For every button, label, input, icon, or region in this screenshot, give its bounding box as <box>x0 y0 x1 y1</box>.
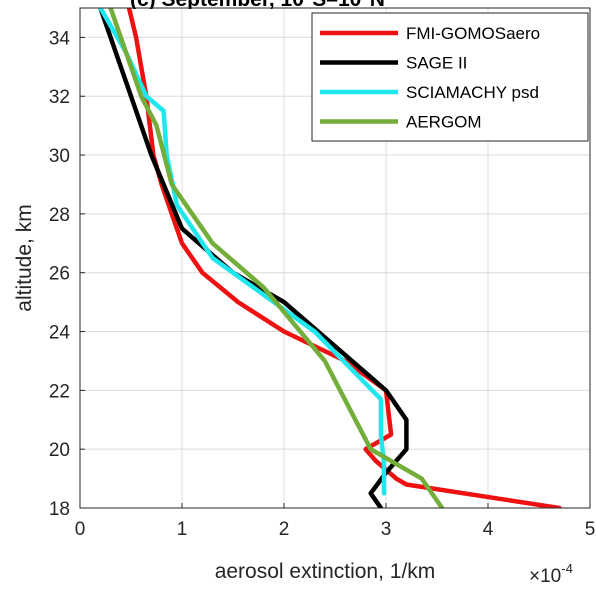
series-line-sage-ii <box>98 8 409 508</box>
x-tick-label: 3 <box>381 519 392 540</box>
y-tick-label: 22 <box>49 381 70 402</box>
plot-frame <box>79 7 591 509</box>
x-tick-label: 5 <box>585 519 596 540</box>
y-tick-label: 32 <box>49 87 70 108</box>
multiplier-exponent: -4 <box>561 561 573 576</box>
legend: FMI-GOMOSaero SAGE II SCIAMACHY psd AERGOM <box>311 12 589 142</box>
chart-title: (c) September, 10°S–10°N <box>130 0 385 11</box>
series-line-aergom <box>108 8 445 508</box>
x-tick-label: 4 <box>483 519 494 540</box>
x-tick-label: 1 <box>177 519 188 540</box>
x-tick-label: 0 <box>75 519 86 540</box>
legend-label: SAGE II <box>406 54 467 73</box>
y-tick-label: 26 <box>49 264 70 285</box>
legend-label: AERGOM <box>406 113 482 132</box>
y-tick-label: 28 <box>49 205 70 226</box>
series-line-sciamachy-psd <box>98 8 387 496</box>
multiplier-base: ×10 <box>529 566 561 587</box>
y-tick-label: 20 <box>49 440 70 461</box>
y-tick-label: 18 <box>49 499 70 520</box>
x-axis-label: aerosol extinction, 1/km <box>215 560 436 583</box>
x-axis-multiplier: ×10-4 <box>529 561 573 587</box>
legend-label: FMI-GOMOSaero <box>406 24 540 43</box>
series-lines <box>98 8 562 508</box>
y-tick-label: 34 <box>49 28 71 49</box>
y-tick-label: 30 <box>49 146 70 167</box>
y-tick-label: 24 <box>49 323 71 344</box>
legend-label: SCIAMACHY psd <box>406 83 539 102</box>
series-line-fmi-gomosaero <box>126 8 562 508</box>
x-tick-label: 2 <box>279 519 290 540</box>
y-axis-label: altitude, km <box>13 204 36 311</box>
